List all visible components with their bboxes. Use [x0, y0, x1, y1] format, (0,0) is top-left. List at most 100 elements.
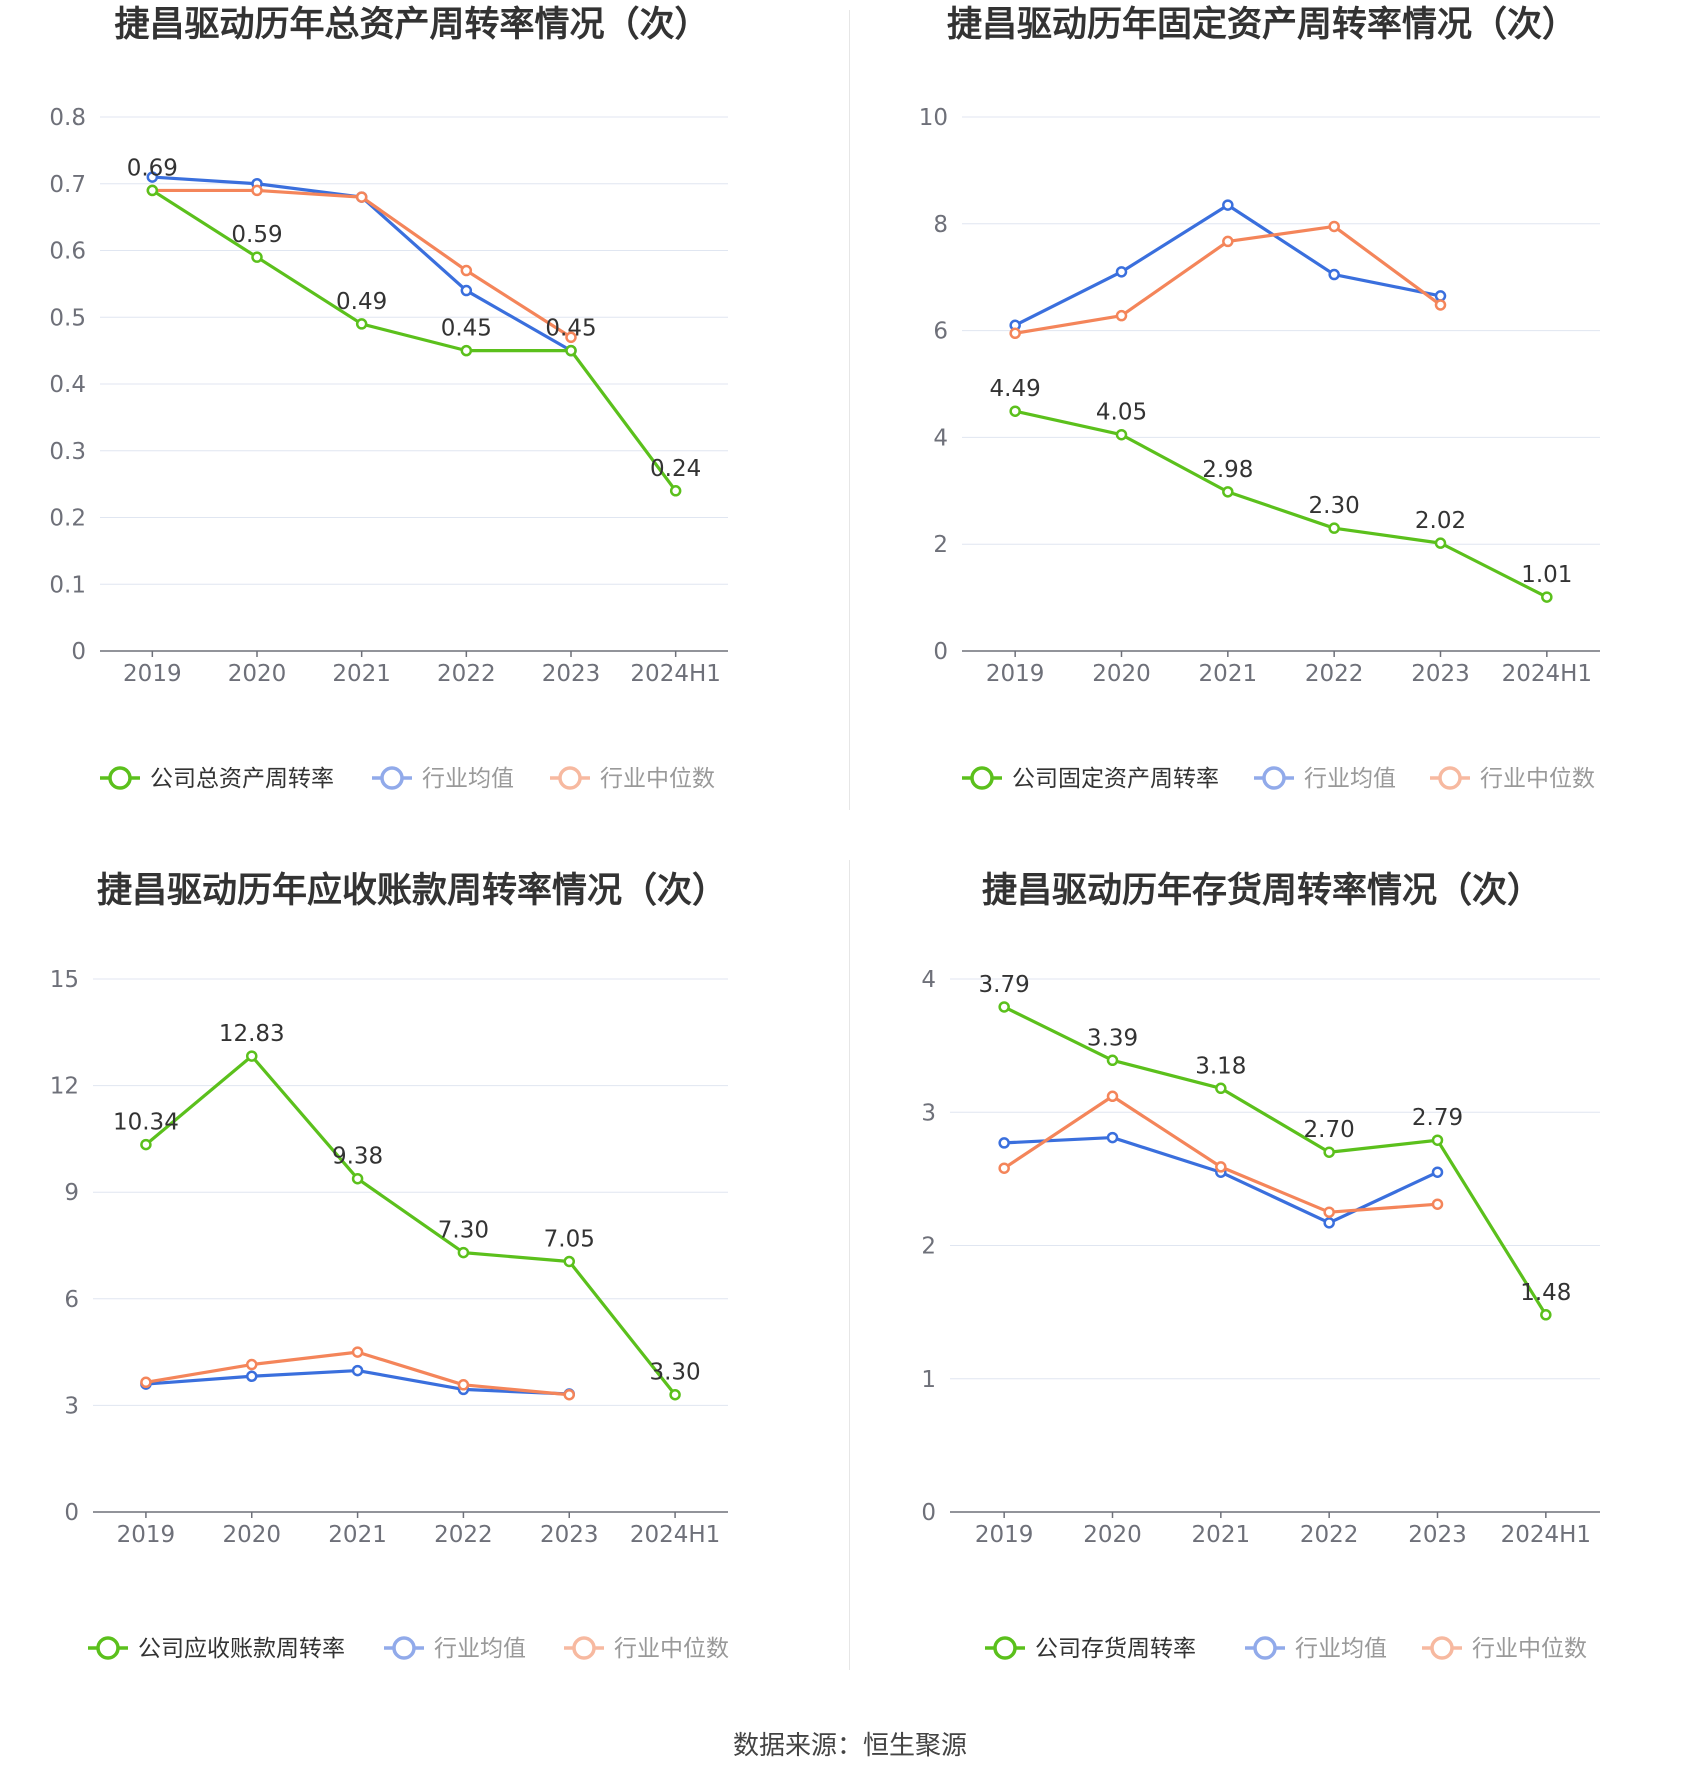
x-tick-label: 2024H1	[1501, 1522, 1591, 1548]
data-label: 2.79	[1412, 1105, 1463, 1131]
y-tick-label: 8	[933, 212, 948, 238]
data-label: 3.79	[979, 972, 1030, 998]
x-tick-label: 2022	[437, 661, 496, 687]
data-label: 9.38	[332, 1144, 383, 1170]
x-tick-label: 2021	[1192, 1522, 1251, 1548]
legend-marker	[572, 1636, 596, 1660]
data-label: 10.34	[113, 1110, 179, 1136]
legend-label: 公司存货周转率	[1035, 1636, 1196, 1662]
legend-item-median: 行业中位数	[1422, 1636, 1587, 1662]
legend-item-avg: 行业均值	[372, 766, 514, 792]
legend-marker	[380, 766, 404, 790]
y-tick-label: 2	[933, 532, 948, 558]
series-line-company	[1003, 1005, 1548, 1316]
data-point-company	[355, 318, 368, 330]
y-tick-label: 0	[921, 1500, 936, 1526]
legend-item-company: 公司存货周转率	[985, 1636, 1196, 1662]
data-label: 0.45	[441, 316, 492, 342]
y-tick-label: 2	[921, 1234, 936, 1260]
legend-label: 行业中位数	[600, 766, 715, 792]
legend-label: 行业中位数	[1472, 1636, 1587, 1662]
legend-marker	[1253, 1636, 1277, 1660]
data-point-median	[1222, 235, 1234, 248]
data-label: 1.01	[1521, 562, 1572, 588]
x-tick-label: 2020	[222, 1522, 281, 1548]
y-tick-label: 0.5	[49, 305, 86, 331]
x-tick-label: 2021	[332, 661, 391, 687]
legend-item-company: 公司总资产周转率	[100, 766, 334, 792]
x-tick-label: 2024H1	[1502, 661, 1592, 687]
y-tick-label: 0.8	[49, 105, 86, 131]
data-point-median	[355, 191, 368, 203]
y-tick-label: 0.6	[49, 239, 86, 265]
legend-label: 行业均值	[422, 766, 514, 792]
data-label: 0.49	[336, 289, 387, 315]
data-point-company	[1115, 428, 1128, 441]
legend-item-company: 公司应收账款周转率	[88, 1636, 345, 1662]
x-tick-label: 2020	[1083, 1522, 1142, 1548]
x-tick-label: 2024H1	[630, 1522, 720, 1548]
y-tick-label: 0.2	[49, 506, 86, 532]
legend-marker	[1438, 766, 1462, 790]
legend-label: 行业均值	[434, 1636, 526, 1662]
x-tick-label: 2020	[1092, 661, 1151, 687]
series-line-company	[144, 1054, 677, 1396]
data-label: 12.83	[219, 1021, 285, 1047]
data-label: 2.70	[1304, 1117, 1355, 1143]
x-tick-label: 2023	[542, 661, 601, 687]
legend-item-median: 行业中位数	[550, 766, 715, 792]
chart-fixed-asset-turnover: 捷昌驱动历年固定资产周转率情况（次） 0 2 4 6 8 10 2019 2020 2021 202…	[919, 5, 1600, 792]
legend-label: 行业中位数	[1480, 766, 1595, 792]
y-tick-label: 15	[50, 967, 79, 993]
x-tick-label: 2019	[117, 1522, 176, 1548]
data-point-avg	[1106, 1131, 1119, 1144]
data-point-median	[460, 264, 473, 277]
data-label: 0.59	[231, 222, 282, 248]
y-tick-label: 4	[933, 425, 948, 451]
data-point-median	[565, 331, 577, 344]
series-line-company	[1014, 409, 1548, 599]
data-point-median	[1115, 309, 1128, 322]
data-label: 4.49	[990, 376, 1041, 402]
data-point-company	[1323, 1146, 1335, 1158]
data-point-company	[460, 344, 473, 357]
legend-marker	[558, 766, 582, 790]
x-tick-label: 2024H1	[630, 661, 720, 687]
y-tick-label: 10	[919, 105, 948, 131]
legend-label: 行业中位数	[614, 1636, 729, 1662]
y-tick-label: 1	[921, 1367, 936, 1393]
legend-label: 行业均值	[1304, 766, 1396, 792]
data-label: 3.30	[649, 1360, 700, 1386]
y-tick-label: 6	[64, 1287, 79, 1313]
data-point-median	[1215, 1161, 1227, 1173]
chart-panel-inventory-turnover: 捷昌驱动历年存货周转率情况（次） 0 1 2 3 4 2019 2020 2021 2022 202…	[850, 860, 1700, 1720]
data-point-median	[457, 1379, 470, 1391]
data-point-avg	[1434, 290, 1447, 302]
data-point-avg	[1328, 268, 1340, 281]
chart-inventory-turnover: 捷昌驱动历年存货周转率情况（次） 0 1 2 3 4 2019 2020 2021 2022 202…	[921, 871, 1600, 1662]
data-label: 2.02	[1415, 508, 1466, 534]
legend-marker	[1262, 766, 1286, 790]
x-tick-label: 2021	[328, 1522, 387, 1548]
series-line-median	[1003, 1094, 1438, 1214]
chart-title: 捷昌驱动历年总资产周转率情况（次）	[114, 5, 709, 45]
y-tick-label: 0	[933, 639, 948, 665]
legend-item-median: 行业中位数	[1430, 766, 1595, 792]
x-tick-label: 2023	[1411, 661, 1470, 687]
data-point-avg	[246, 1370, 258, 1383]
y-tick-label: 0.3	[49, 439, 86, 465]
y-tick-label: 9	[64, 1180, 79, 1206]
legend-marker	[392, 1636, 416, 1660]
legend-item-median: 行业中位数	[564, 1636, 729, 1662]
legend-marker	[993, 1636, 1017, 1660]
data-label: 2.98	[1202, 457, 1253, 483]
data-point-company	[669, 485, 682, 497]
series-line-company	[151, 189, 677, 492]
data-point-company	[351, 1172, 364, 1185]
data-label: 7.30	[438, 1218, 489, 1244]
legend-marker	[970, 766, 994, 790]
chart-panel-receivables-turnover: 捷昌驱动历年应收账款周转率情况（次） 0 3 6 9 12 15 2019 2020 2021 20…	[0, 860, 850, 1720]
data-point-company	[140, 1138, 152, 1151]
x-tick-label: 2022	[434, 1522, 493, 1548]
data-point-avg	[1115, 266, 1128, 278]
